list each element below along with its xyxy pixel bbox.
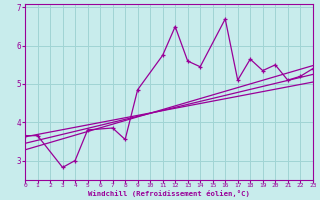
X-axis label: Windchill (Refroidissement éolien,°C): Windchill (Refroidissement éolien,°C) bbox=[88, 190, 250, 197]
